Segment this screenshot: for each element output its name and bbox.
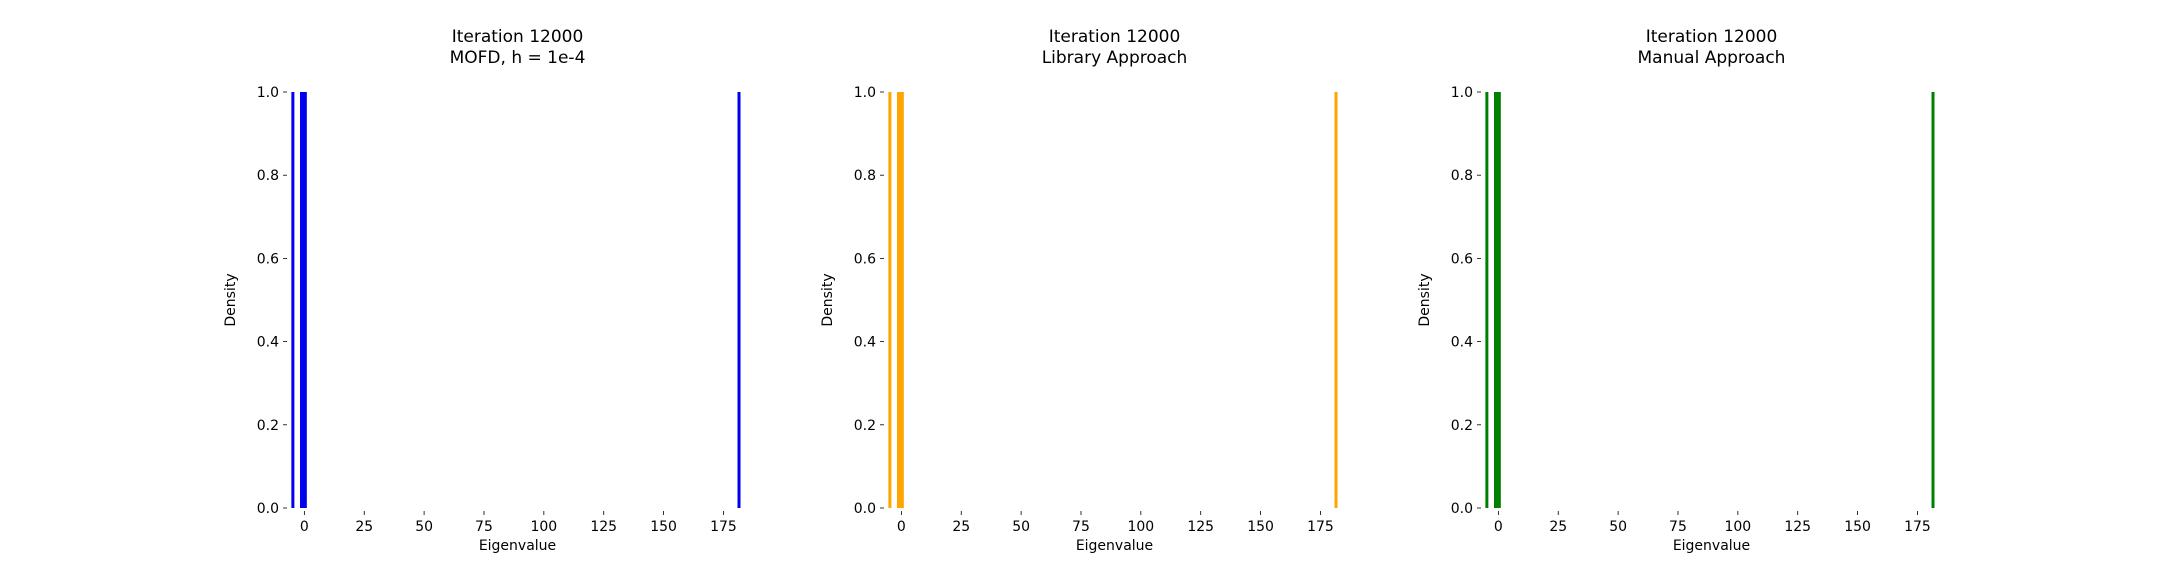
x-axis-label: Eigenvalue bbox=[1673, 538, 1750, 554]
y-axis-label: Density bbox=[1417, 273, 1433, 326]
histogram-bar bbox=[1931, 92, 1935, 508]
y-tick-label: 0.6 bbox=[1451, 251, 1473, 267]
y-tick-label: 1.0 bbox=[854, 85, 876, 101]
y-axis-label: Density bbox=[820, 273, 836, 326]
x-tick-label: 100 bbox=[1127, 519, 1154, 535]
x-tick-label: 50 bbox=[415, 519, 433, 535]
y-tick-label: 0.0 bbox=[854, 501, 876, 517]
histogram-bar bbox=[737, 92, 741, 508]
x-tick-label: 125 bbox=[1784, 519, 1811, 535]
y-tick-label: 0.4 bbox=[854, 335, 876, 351]
x-tick-label: 75 bbox=[1072, 519, 1090, 535]
x-tick-label: 0 bbox=[1494, 519, 1503, 535]
y-tick-label: 0.8 bbox=[854, 168, 876, 184]
x-tick-label: 150 bbox=[650, 519, 677, 535]
chart-subtitle: Library Approach bbox=[1042, 48, 1188, 68]
y-tick-label: 0.0 bbox=[257, 501, 279, 517]
x-tick-label: 0 bbox=[897, 519, 906, 535]
y-tick-label: 1.0 bbox=[1451, 85, 1473, 101]
x-tick-label: 125 bbox=[590, 519, 617, 535]
histogram-bar bbox=[898, 92, 902, 508]
histogram-bar bbox=[900, 92, 904, 508]
y-tick-label: 0.4 bbox=[257, 335, 279, 351]
x-tick-label: 150 bbox=[1247, 519, 1274, 535]
chart-subtitle: Manual Approach bbox=[1638, 48, 1786, 68]
y-tick-label: 0.0 bbox=[1451, 501, 1473, 517]
y-tick-label: 0.4 bbox=[1451, 335, 1473, 351]
x-tick-label: 175 bbox=[1307, 519, 1334, 535]
x-tick-label: 50 bbox=[1012, 519, 1030, 535]
x-tick-label: 75 bbox=[1669, 519, 1687, 535]
x-tick-label: 0 bbox=[300, 519, 309, 535]
y-tick-label: 0.2 bbox=[1451, 418, 1473, 434]
x-tick-label: 50 bbox=[1609, 519, 1627, 535]
x-tick-label: 25 bbox=[952, 519, 970, 535]
x-axis-label: Eigenvalue bbox=[479, 538, 556, 554]
chart-title: Iteration 12000 bbox=[1646, 27, 1778, 47]
x-tick-label: 150 bbox=[1844, 519, 1871, 535]
chart-subtitle: MOFD, h = 1e-4 bbox=[450, 48, 586, 68]
x-tick-label: 75 bbox=[475, 519, 493, 535]
y-tick-label: 0.8 bbox=[1451, 168, 1473, 184]
y-tick-label: 0.2 bbox=[854, 418, 876, 434]
y-tick-label: 1.0 bbox=[257, 85, 279, 101]
y-axis-label: Density bbox=[223, 273, 239, 326]
x-tick-label: 175 bbox=[1904, 519, 1931, 535]
x-tick-label: 100 bbox=[1724, 519, 1751, 535]
histogram-bar bbox=[291, 92, 295, 508]
x-axis-label: Eigenvalue bbox=[1076, 538, 1153, 554]
x-tick-label: 125 bbox=[1187, 519, 1214, 535]
x-tick-label: 100 bbox=[530, 519, 557, 535]
histogram-bar bbox=[303, 92, 307, 508]
y-tick-label: 0.2 bbox=[257, 418, 279, 434]
histogram-bar bbox=[1485, 92, 1489, 508]
x-tick-label: 25 bbox=[1549, 519, 1567, 535]
chart-title: Iteration 12000 bbox=[1049, 27, 1181, 47]
histogram-bar bbox=[896, 92, 900, 508]
histogram-bar bbox=[1497, 92, 1501, 508]
histogram-bar bbox=[888, 92, 892, 508]
histogram-bar bbox=[1495, 92, 1499, 508]
y-tick-label: 0.8 bbox=[257, 168, 279, 184]
y-tick-label: 0.6 bbox=[257, 251, 279, 267]
x-tick-label: 25 bbox=[355, 519, 373, 535]
y-tick-label: 0.6 bbox=[854, 251, 876, 267]
x-tick-label: 175 bbox=[710, 519, 737, 535]
chart-title: Iteration 12000 bbox=[452, 27, 584, 47]
histogram-bar bbox=[299, 92, 303, 508]
histogram-bar bbox=[1334, 92, 1338, 508]
histogram-bar bbox=[1493, 92, 1497, 508]
histogram-bar bbox=[301, 92, 305, 508]
